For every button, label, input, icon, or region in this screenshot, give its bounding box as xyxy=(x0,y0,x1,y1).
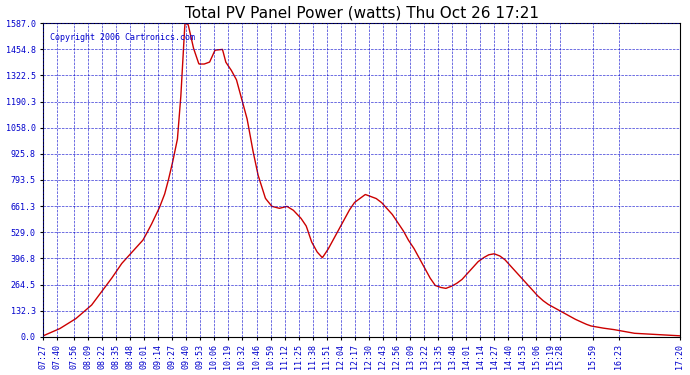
Title: Total PV Panel Power (watts) Thu Oct 26 17:21: Total PV Panel Power (watts) Thu Oct 26 … xyxy=(184,6,539,21)
Text: Copyright 2006 Cartronics.com: Copyright 2006 Cartronics.com xyxy=(50,33,195,42)
